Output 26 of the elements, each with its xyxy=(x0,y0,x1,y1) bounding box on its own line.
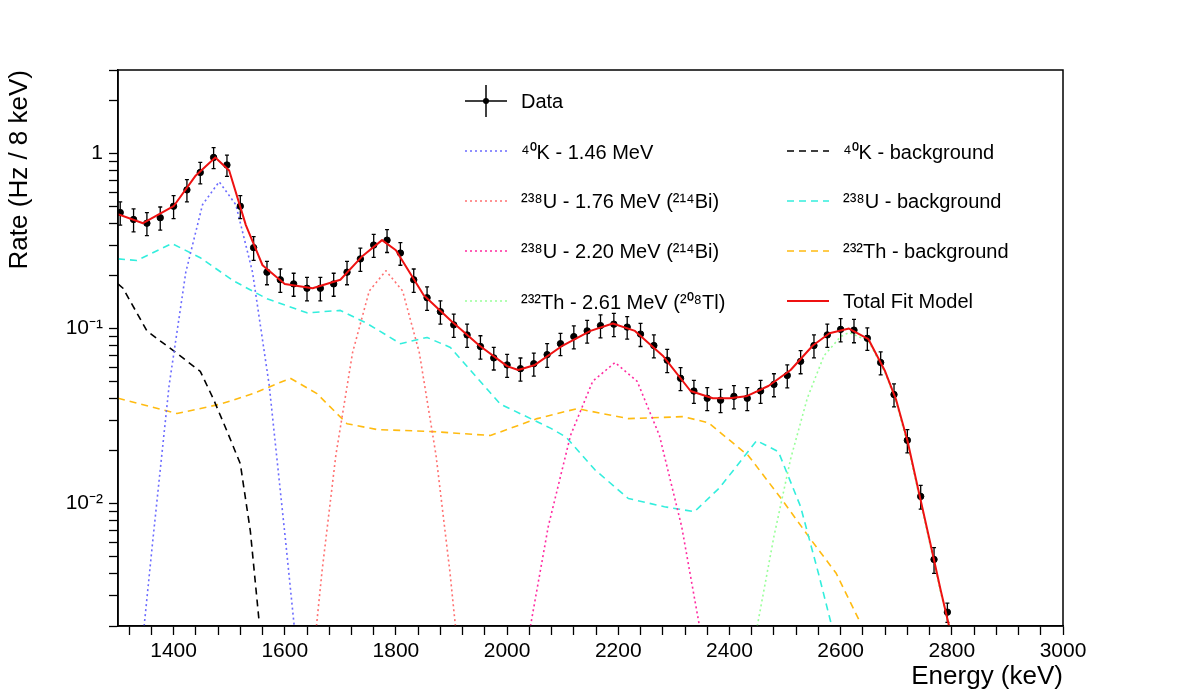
x-tick-label: 2400 xyxy=(706,638,753,662)
x-axis-title: Energy (keV) xyxy=(911,659,1063,690)
x-tick-label: 2000 xyxy=(483,638,531,662)
x-tick-label: 1800 xyxy=(372,638,420,662)
y-tick-label: 10⁻² xyxy=(65,490,103,514)
legend-label: ²³⁸U - background xyxy=(843,189,1002,213)
legend-label: Total Fit Model xyxy=(843,289,974,313)
x-tick-label: 2800 xyxy=(928,638,976,662)
line-series xyxy=(529,361,701,626)
legend-label: ⁴⁰K - 1.46 MeV xyxy=(521,139,654,165)
legend-label: ²³⁸U - 2.20 MeV (²¹⁴Bi) xyxy=(521,239,720,263)
line-series xyxy=(143,180,296,626)
x-tick-label: 1400 xyxy=(150,638,197,662)
legend-label: ²³⁸U - 1.76 MeV (²¹⁴Bi) xyxy=(521,189,720,213)
y-tick-label: 1 xyxy=(91,140,103,164)
x-tick-label: 1600 xyxy=(261,638,309,662)
x-tick-label: 3000 xyxy=(1039,638,1087,662)
x-tick-label: 2600 xyxy=(817,638,865,662)
legend-label: ²³²Th - 2.61 MeV (²⁰⁸Tl) xyxy=(521,289,726,315)
line-series xyxy=(315,269,457,626)
legend-label: ⁴⁰K - background xyxy=(843,139,995,165)
y-tick-label: 10⁻¹ xyxy=(65,315,103,339)
legend-label: ²³²Th - background xyxy=(843,239,1009,263)
legend-label: Data xyxy=(521,89,564,113)
y-axis-title: Rate (Hz / 8 keV) xyxy=(2,70,33,270)
x-tick-label: 2200 xyxy=(594,638,642,662)
